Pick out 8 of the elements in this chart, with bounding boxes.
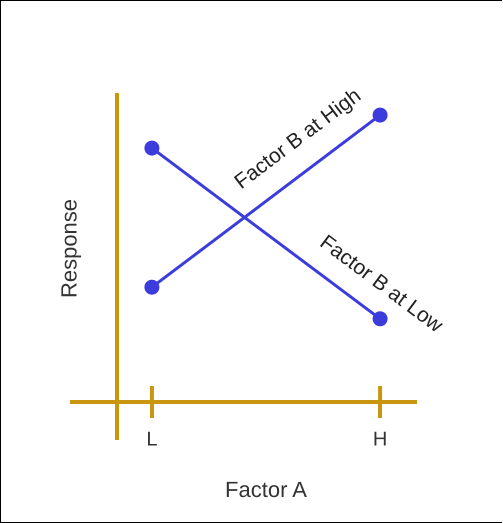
point xyxy=(372,311,388,326)
point xyxy=(144,140,160,156)
point xyxy=(372,108,388,123)
y-axis-title: Response xyxy=(56,198,82,298)
x-tick-label: H xyxy=(372,428,388,451)
x-axis-title: Factor A xyxy=(225,476,308,502)
point xyxy=(144,280,160,295)
x-tick-label: L xyxy=(146,428,158,451)
